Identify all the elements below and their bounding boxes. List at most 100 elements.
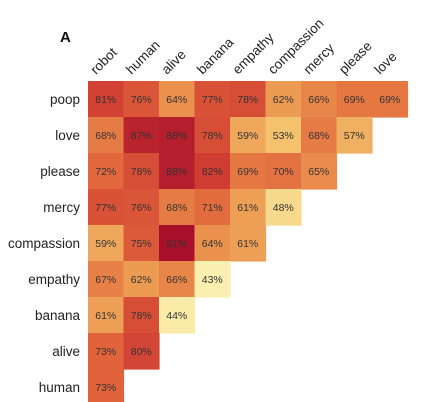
cell-label-empathy-robot: 67% [95, 274, 116, 286]
row-labels: poop love please mercy compassion empathy bana… [8, 92, 81, 395]
row-label-compassion: compassion [8, 236, 80, 251]
cell-label-banana-robot: 61% [95, 310, 116, 322]
column-label-love: love [372, 49, 400, 77]
row-label-banana: banana [35, 308, 81, 323]
cell-label-compassion-robot: 59% [95, 238, 116, 250]
cell-love-banana [194, 117, 231, 154]
cell-label-compassion-empathy: 61% [237, 238, 258, 250]
row-label-mercy: mercy [43, 200, 80, 215]
cell-label-poop-compassion: 62% [273, 94, 294, 106]
heatmap-cells: 81% 76% 64% 77% 78% 62% 66% 69% 69% 68% 87% 88% 78% 5… [88, 81, 409, 402]
cell-mercy-banana [194, 189, 231, 226]
cell-label-mercy-compassion: 48% [273, 202, 294, 214]
cell-banana-alive [159, 297, 196, 334]
cell-label-please-human: 78% [131, 166, 152, 178]
cell-label-poop-mercy: 66% [308, 94, 329, 106]
cell-label-love-banana: 78% [202, 130, 223, 142]
cell-poop-mercy [301, 81, 338, 118]
panel-label: A [60, 29, 71, 46]
cell-alive-robot [88, 333, 125, 370]
cell-label-poop-alive: 64% [166, 94, 187, 106]
cell-please-robot [88, 153, 125, 190]
cell-compassion-empathy [230, 225, 267, 262]
cell-banana-robot [88, 297, 125, 334]
row-label-love: love [55, 128, 80, 143]
row-label-human: human [39, 380, 80, 395]
cell-poop-compassion [265, 81, 302, 118]
cell-love-empathy [230, 117, 267, 154]
cell-please-banana [194, 153, 231, 190]
cell-label-please-banana: 82% [202, 166, 223, 178]
cell-mercy-empathy [230, 189, 267, 226]
cell-label-please-robot: 72% [95, 166, 116, 178]
cell-label-empathy-banana: 43% [202, 274, 223, 286]
cell-please-empathy [230, 153, 267, 190]
column-label-robot: robot [88, 45, 121, 78]
row-label-empathy: empathy [28, 272, 80, 287]
column-label-please: please [336, 38, 375, 77]
cell-label-poop-love: 69% [379, 94, 400, 106]
cell-poop-banana [194, 81, 231, 118]
cell-label-love-mercy: 68% [308, 130, 329, 142]
cell-poop-human [123, 81, 160, 118]
cell-label-mercy-alive: 68% [166, 202, 187, 214]
cell-label-love-robot: 68% [95, 130, 116, 142]
cell-label-poop-banana: 77% [202, 94, 223, 106]
cell-label-alive-robot: 73% [95, 346, 116, 358]
cell-mercy-compassion [265, 189, 302, 226]
cell-label-please-alive: 88% [166, 166, 187, 178]
cell-love-compassion [265, 117, 302, 154]
cell-label-love-human: 87% [131, 130, 152, 142]
cell-love-alive [159, 117, 196, 154]
cell-label-poop-human: 76% [131, 94, 152, 106]
column-label-alive: alive [159, 47, 189, 77]
cell-empathy-robot [88, 261, 125, 298]
cell-compassion-robot [88, 225, 125, 262]
cell-label-alive-human: 80% [131, 346, 152, 358]
cell-label-banana-human: 78% [131, 310, 152, 322]
cell-please-alive [159, 153, 196, 190]
cell-compassion-banana [194, 225, 231, 262]
cell-love-mercy [301, 117, 338, 154]
cell-love-robot [88, 117, 125, 154]
cell-label-love-alive: 88% [166, 130, 187, 142]
cell-mercy-alive [159, 189, 196, 226]
cell-please-compassion [265, 153, 302, 190]
cell-please-human [123, 153, 160, 190]
cell-label-mercy-empathy: 61% [237, 202, 258, 214]
cell-label-please-mercy: 65% [308, 166, 329, 178]
cell-poop-alive [159, 81, 196, 118]
cell-label-compassion-human: 75% [131, 238, 152, 250]
cell-label-banana-alive: 44% [166, 310, 187, 322]
cell-alive-human [123, 333, 160, 370]
cell-poop-please [336, 81, 373, 118]
row-label-poop: poop [50, 92, 80, 107]
cell-label-poop-empathy: 78% [237, 94, 258, 106]
cell-poop-love [372, 81, 409, 118]
cell-label-poop-please: 69% [344, 94, 365, 106]
row-label-alive: alive [52, 344, 80, 359]
cell-label-compassion-banana: 64% [202, 238, 223, 250]
cell-label-empathy-human: 62% [131, 274, 152, 286]
cell-label-love-compassion: 53% [273, 130, 294, 142]
cell-label-love-please: 57% [344, 130, 365, 142]
cell-human-robot [88, 369, 125, 402]
cell-label-human-robot: 73% [95, 382, 116, 394]
cell-empathy-human [123, 261, 160, 298]
cell-label-love-empathy: 59% [237, 130, 258, 142]
cell-label-empathy-alive: 66% [166, 274, 187, 286]
column-label-human: human [123, 37, 163, 77]
cell-label-mercy-banana: 71% [202, 202, 223, 214]
cell-label-please-empathy: 69% [237, 166, 258, 178]
cell-label-mercy-human: 76% [131, 202, 152, 214]
cell-mercy-robot [88, 189, 125, 226]
cell-banana-human [123, 297, 160, 334]
column-label-banana: banana [194, 34, 237, 77]
cell-empathy-alive [159, 261, 196, 298]
cell-label-mercy-robot: 77% [95, 202, 116, 214]
cell-compassion-human [123, 225, 160, 262]
cell-label-poop-robot: 81% [95, 94, 116, 106]
cell-poop-robot [88, 81, 125, 118]
